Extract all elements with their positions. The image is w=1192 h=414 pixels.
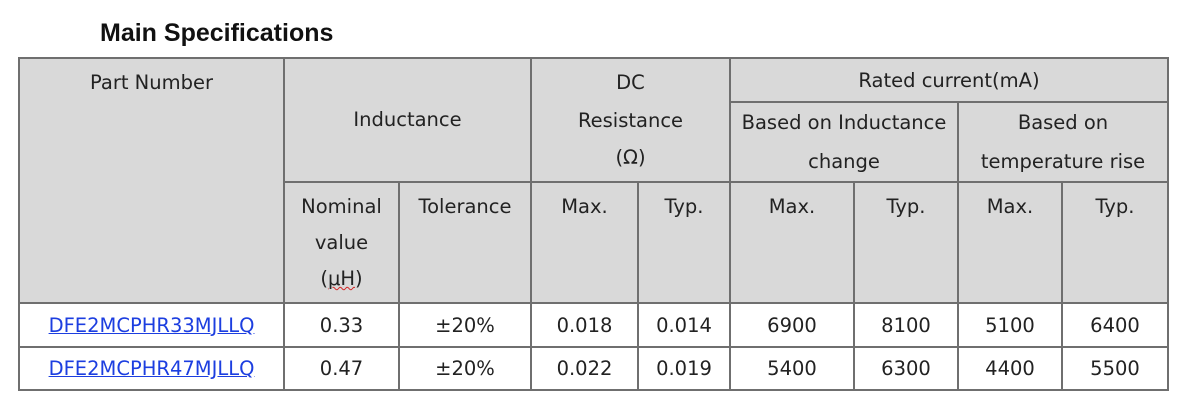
rated-current-header: Rated current(mA) — [729, 57, 1169, 103]
part-number-header: Part Number — [18, 57, 285, 304]
dcr-max-cell: 0.018 — [530, 302, 639, 348]
nominal-unit: μH — [327, 267, 356, 290]
part-number-link[interactable]: DFE2MCPHR47MJLLQ — [48, 357, 255, 380]
page-title: Main Specifications — [100, 19, 334, 47]
temperature-rise-typ-header: Typ. — [1061, 181, 1169, 304]
based-on-inductance-label: Based on Inductance change — [741, 111, 947, 173]
dc-resistance-unit: (Ω) — [615, 146, 646, 169]
temperature-rise-max-cell: 4400 — [957, 346, 1063, 391]
tolerance-cell: ±20% — [398, 346, 532, 391]
tolerance-header: Tolerance — [398, 181, 532, 304]
nominal-label-line2: value — [314, 231, 369, 254]
based-on-temperature-label: Based on temperature rise — [980, 111, 1146, 173]
dc-resistance-label: DC Resistance — [577, 71, 684, 132]
temperature-rise-typ-cell: 5500 — [1061, 346, 1169, 391]
nominal-unit-close: ) — [355, 267, 363, 290]
based-on-inductance-header: Based on Inductance change — [729, 101, 959, 183]
dcr-typ-header: Typ. — [637, 181, 731, 304]
nominal-unit-open: ( — [320, 267, 328, 290]
inductance-change-max-cell: 5400 — [729, 346, 855, 391]
part-number-cell: DFE2MCPHR33MJLLQ — [18, 302, 285, 348]
inductance-change-max-header: Max. — [729, 181, 855, 304]
nominal-cell: 0.47 — [283, 346, 400, 391]
specifications-table: Part Number Inductance DC Resistance (Ω)… — [18, 57, 1169, 391]
tolerance-cell: ±20% — [398, 302, 532, 348]
based-on-temperature-header: Based on temperature rise — [957, 101, 1169, 183]
nominal-cell: 0.33 — [283, 302, 400, 348]
temperature-rise-typ-cell: 6400 — [1061, 302, 1169, 348]
inductance-change-max-cell: 6900 — [729, 302, 855, 348]
nominal-value-header: Nominal value (μH) — [283, 181, 400, 304]
dcr-max-cell: 0.022 — [530, 346, 639, 391]
inductance-change-typ-cell: 8100 — [853, 302, 959, 348]
dcr-max-header: Max. — [530, 181, 639, 304]
inductance-header: Inductance — [283, 57, 532, 183]
temperature-rise-max-cell: 5100 — [957, 302, 1063, 348]
temperature-rise-max-header: Max. — [957, 181, 1063, 304]
nominal-label-line1: Nominal — [301, 195, 382, 218]
dcr-typ-cell: 0.014 — [637, 302, 731, 348]
inductance-change-typ-header: Typ. — [853, 181, 959, 304]
table-row: DFE2MCPHR47MJLLQ 0.47 ±20% 0.022 0.019 5… — [18, 346, 1169, 391]
part-number-cell: DFE2MCPHR47MJLLQ — [18, 346, 285, 391]
inductance-change-typ-cell: 6300 — [853, 346, 959, 391]
table-row: DFE2MCPHR33MJLLQ 0.33 ±20% 0.018 0.014 6… — [18, 302, 1169, 348]
part-number-link[interactable]: DFE2MCPHR33MJLLQ — [48, 313, 255, 337]
dc-resistance-header: DC Resistance (Ω) — [530, 57, 731, 183]
dcr-typ-cell: 0.019 — [637, 346, 731, 391]
